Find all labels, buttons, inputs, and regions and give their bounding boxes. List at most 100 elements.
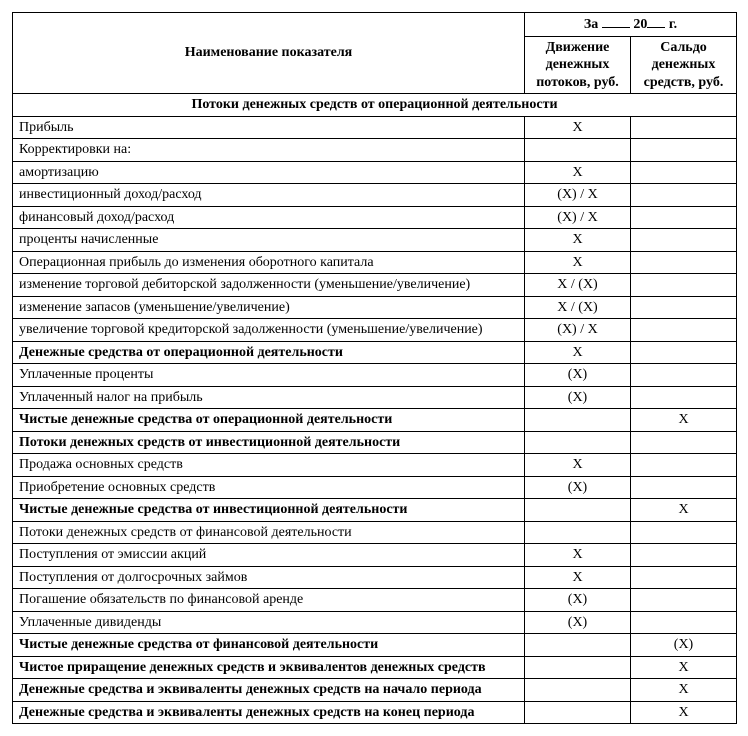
row-balance bbox=[631, 454, 737, 477]
row-name: Чистые денежные средства от операционной… bbox=[13, 409, 525, 432]
row-balance bbox=[631, 589, 737, 612]
table-row: Операционная прибыль до изменения оборот… bbox=[13, 251, 737, 274]
row-name: Корректировки на: bbox=[13, 139, 525, 162]
row-flow bbox=[525, 521, 631, 544]
row-balance bbox=[631, 544, 737, 567]
period-blank-2 bbox=[647, 15, 665, 28]
row-flow: X bbox=[525, 161, 631, 184]
row-name: Прибыль bbox=[13, 116, 525, 139]
row-name: Погашение обязательств по финансовой аре… bbox=[13, 589, 525, 612]
row-balance bbox=[631, 296, 737, 319]
row-name: проценты начисленные bbox=[13, 229, 525, 252]
table-row: Денежные средства и эквиваленты денежных… bbox=[13, 701, 737, 724]
table-body: ПрибыльXКорректировки на:амортизациюXинв… bbox=[13, 116, 737, 724]
row-balance: X bbox=[631, 499, 737, 522]
row-flow bbox=[525, 701, 631, 724]
cashflow-table: Наименование показателя За 20 г. Движени… bbox=[12, 12, 737, 724]
row-balance: X bbox=[631, 409, 737, 432]
table-row: Поступления от эмиссии акцийX bbox=[13, 544, 737, 567]
row-name: финансовый доход/расход bbox=[13, 206, 525, 229]
period-g: г. bbox=[669, 17, 677, 32]
row-flow: X bbox=[525, 116, 631, 139]
section-ops-row: Потоки денежных средств от операционной … bbox=[13, 94, 737, 117]
row-balance bbox=[631, 229, 737, 252]
header-row-1: Наименование показателя За 20 г. bbox=[13, 13, 737, 37]
row-balance bbox=[631, 161, 737, 184]
section-ops: Потоки денежных средств от операционной … bbox=[13, 94, 737, 117]
period-20: 20 bbox=[633, 17, 647, 32]
row-name: Денежные средства от операционной деятел… bbox=[13, 341, 525, 364]
table-row: инвестиционный доход/расход(X) / X bbox=[13, 184, 737, 207]
table-row: Денежные средства от операционной деятел… bbox=[13, 341, 737, 364]
table-row: Приобретение основных средств(X) bbox=[13, 476, 737, 499]
table-row: Уплаченные проценты(X) bbox=[13, 364, 737, 387]
row-flow bbox=[525, 499, 631, 522]
table-row: Погашение обязательств по финансовой аре… bbox=[13, 589, 737, 612]
row-flow: X bbox=[525, 566, 631, 589]
table-row: проценты начисленныеX bbox=[13, 229, 737, 252]
row-name: Операционная прибыль до изменения оборот… bbox=[13, 251, 525, 274]
row-name: изменение торговой дебиторской задолженн… bbox=[13, 274, 525, 297]
table-row: увеличение торговой кредиторской задолже… bbox=[13, 319, 737, 342]
row-name: инвестиционный доход/расход bbox=[13, 184, 525, 207]
row-flow: (X) bbox=[525, 476, 631, 499]
row-balance: X bbox=[631, 656, 737, 679]
table-row: Чистое приращение денежных средств и экв… bbox=[13, 656, 737, 679]
row-flow: X bbox=[525, 454, 631, 477]
table-row: Уплаченные дивиденды(X) bbox=[13, 611, 737, 634]
row-balance bbox=[631, 116, 737, 139]
row-balance bbox=[631, 319, 737, 342]
row-flow: (X) / X bbox=[525, 319, 631, 342]
table-row: ПрибыльX bbox=[13, 116, 737, 139]
row-name: изменение запасов (уменьшение/увеличение… bbox=[13, 296, 525, 319]
table-row: Потоки денежных средств от инвестиционно… bbox=[13, 431, 737, 454]
row-name: Чистые денежные средства от инвестиционн… bbox=[13, 499, 525, 522]
header-flows: Движение денежных потоков, руб. bbox=[525, 36, 631, 94]
row-balance bbox=[631, 431, 737, 454]
row-name: Потоки денежных средств от финансовой де… bbox=[13, 521, 525, 544]
row-name: Уплаченный налог на прибыль bbox=[13, 386, 525, 409]
row-flow bbox=[525, 409, 631, 432]
table-row: Поступления от долгосрочных займовX bbox=[13, 566, 737, 589]
row-balance bbox=[631, 206, 737, 229]
table-row: Корректировки на: bbox=[13, 139, 737, 162]
table-row: Чистые денежные средства от финансовой д… bbox=[13, 634, 737, 657]
row-name: Уплаченные дивиденды bbox=[13, 611, 525, 634]
row-flow: X bbox=[525, 251, 631, 274]
row-balance bbox=[631, 476, 737, 499]
row-flow: (X) bbox=[525, 589, 631, 612]
row-balance bbox=[631, 251, 737, 274]
row-name: Потоки денежных средств от инвестиционно… bbox=[13, 431, 525, 454]
row-name: Поступления от эмиссии акций bbox=[13, 544, 525, 567]
row-name: Продажа основных средств bbox=[13, 454, 525, 477]
period-za: За bbox=[584, 17, 598, 32]
row-flow: (X) / X bbox=[525, 206, 631, 229]
row-name: Уплаченные проценты bbox=[13, 364, 525, 387]
row-balance bbox=[631, 521, 737, 544]
row-balance bbox=[631, 364, 737, 387]
row-balance bbox=[631, 566, 737, 589]
row-balance bbox=[631, 386, 737, 409]
row-flow bbox=[525, 139, 631, 162]
row-balance: (X) bbox=[631, 634, 737, 657]
row-flow: (X) / X bbox=[525, 184, 631, 207]
row-flow bbox=[525, 656, 631, 679]
row-flow: (X) bbox=[525, 386, 631, 409]
header-name: Наименование показателя bbox=[13, 13, 525, 94]
table-row: Продажа основных средствX bbox=[13, 454, 737, 477]
row-name: амортизацию bbox=[13, 161, 525, 184]
row-flow: (X) bbox=[525, 611, 631, 634]
row-flow: (X) bbox=[525, 364, 631, 387]
row-balance bbox=[631, 184, 737, 207]
row-name: Поступления от долгосрочных займов bbox=[13, 566, 525, 589]
table-row: финансовый доход/расход(X) / X bbox=[13, 206, 737, 229]
row-balance bbox=[631, 139, 737, 162]
row-balance: X bbox=[631, 701, 737, 724]
row-name: Денежные средства и эквиваленты денежных… bbox=[13, 701, 525, 724]
row-balance bbox=[631, 611, 737, 634]
table-row: Чистые денежные средства от операционной… bbox=[13, 409, 737, 432]
table-row: изменение запасов (уменьшение/увеличение… bbox=[13, 296, 737, 319]
row-name: Приобретение основных средств bbox=[13, 476, 525, 499]
row-balance bbox=[631, 341, 737, 364]
table-row: изменение торговой дебиторской задолженн… bbox=[13, 274, 737, 297]
